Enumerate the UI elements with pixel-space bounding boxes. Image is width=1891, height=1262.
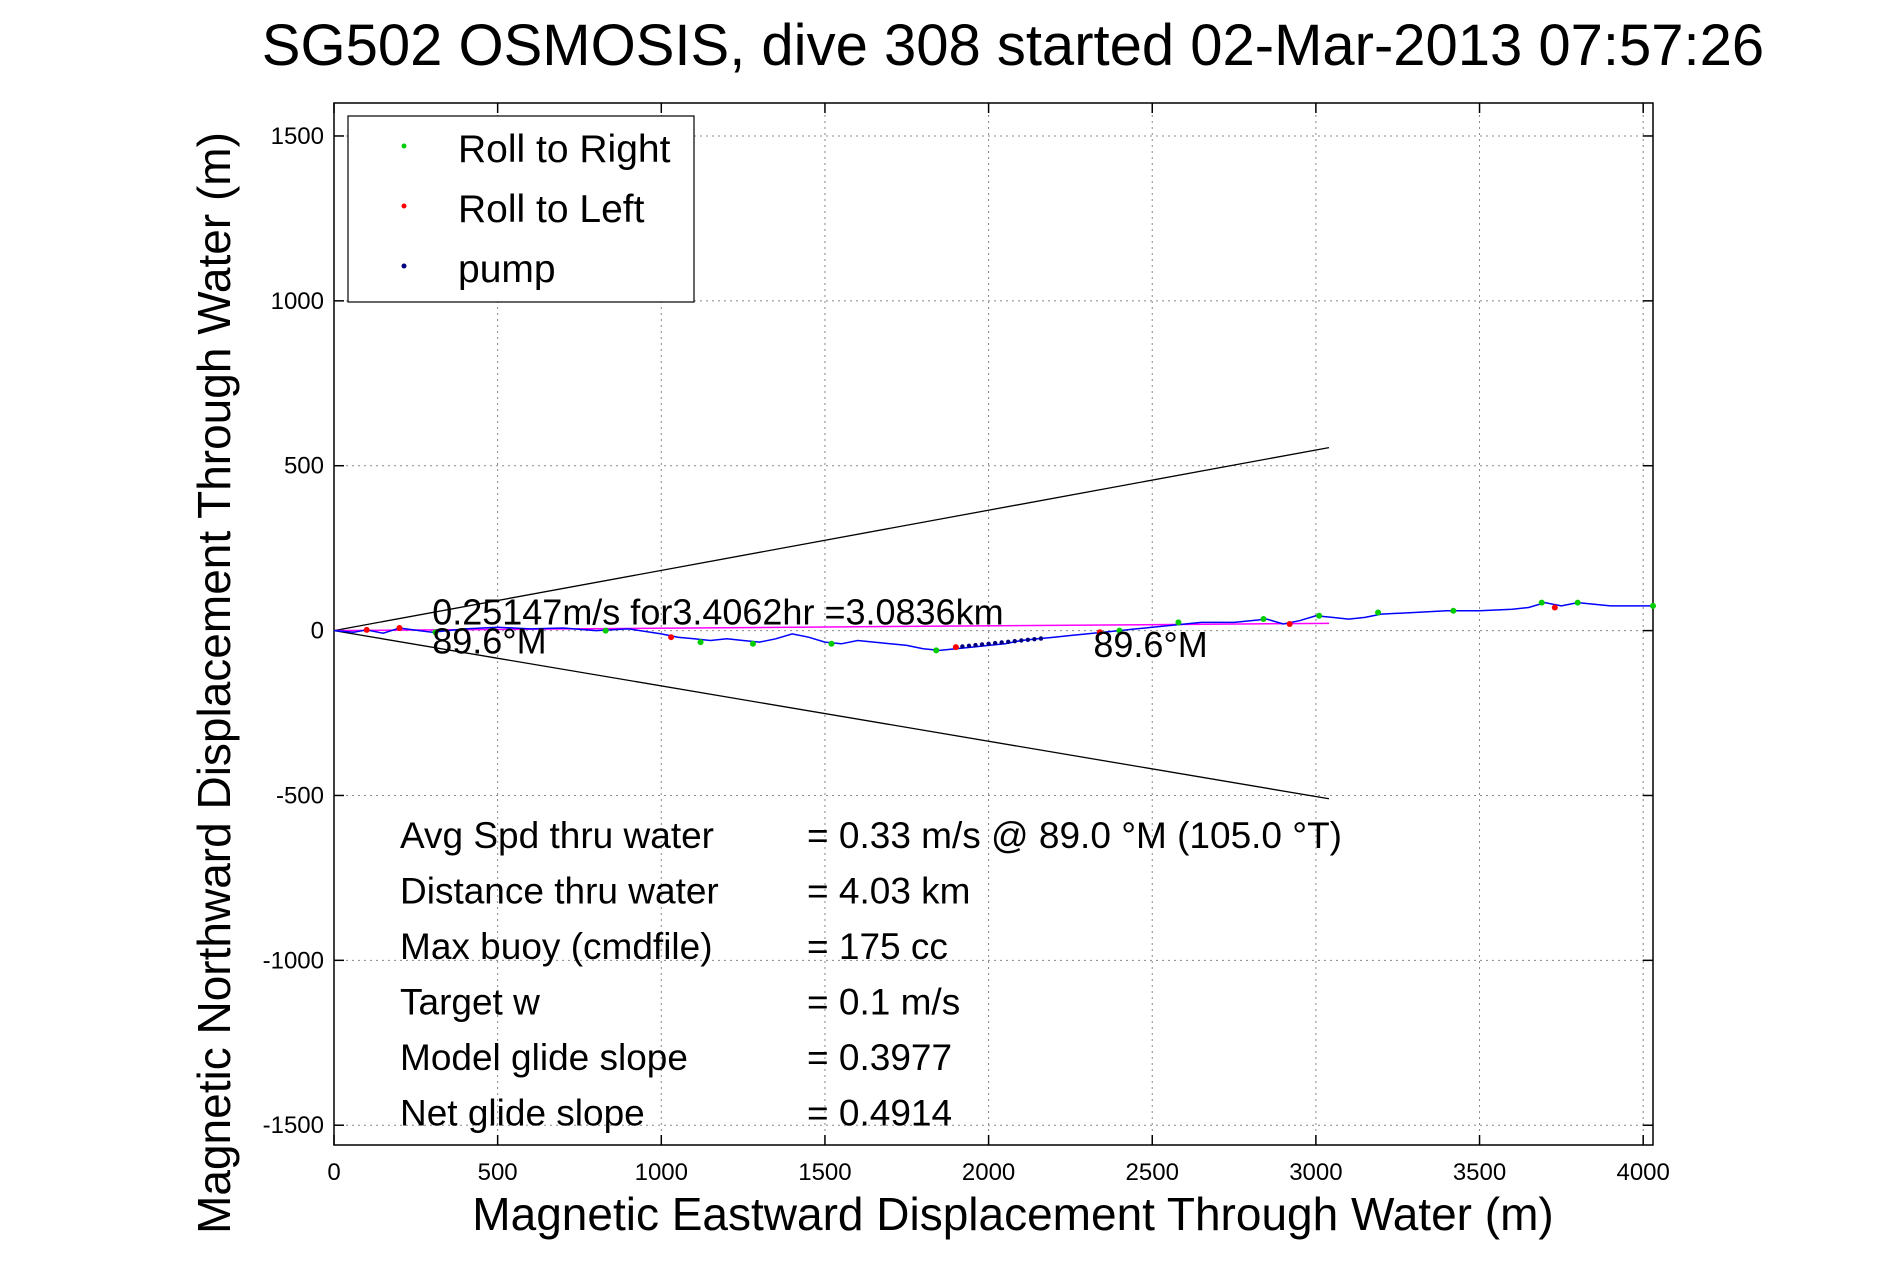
legend-marker bbox=[401, 263, 407, 269]
roll-left-point bbox=[668, 634, 675, 641]
stat-value: = 4.03 km bbox=[807, 871, 971, 912]
pump-point bbox=[1006, 639, 1011, 645]
x-tick-label: 3500 bbox=[1453, 1159, 1506, 1186]
roll-left-point bbox=[1096, 629, 1103, 636]
pump-point bbox=[1038, 636, 1044, 641]
roll-right-point bbox=[1260, 616, 1267, 623]
legend-label: Roll to Right bbox=[458, 128, 671, 171]
pump-point bbox=[986, 641, 991, 646]
roll-left-point bbox=[1286, 621, 1293, 627]
stat-label: Net glide slope bbox=[400, 1093, 645, 1134]
chart-title: SG502 OSMOSIS, dive 308 started 02-Mar-2… bbox=[262, 13, 1764, 78]
x-tick-label: 3000 bbox=[1289, 1159, 1342, 1186]
pump-point bbox=[966, 643, 972, 648]
cone-lower-line bbox=[333, 629, 1330, 800]
pump-point bbox=[973, 642, 978, 648]
y-tick-label: -500 bbox=[276, 782, 324, 809]
pump-point bbox=[992, 640, 998, 646]
roll-right-point bbox=[1650, 602, 1656, 609]
roll-right-point bbox=[1574, 599, 1581, 606]
pump-point bbox=[979, 642, 985, 647]
stat-label: Model glide slope bbox=[400, 1037, 688, 1078]
pump-point bbox=[1019, 638, 1024, 643]
cone-upper-line bbox=[333, 446, 1330, 632]
stat-label: Max buoy (cmdfile) bbox=[400, 926, 713, 967]
roll-right-point bbox=[1316, 612, 1323, 619]
legend-marker bbox=[401, 203, 407, 209]
stat-value: = 0.4914 bbox=[807, 1093, 952, 1134]
legend-marker bbox=[401, 143, 407, 149]
x-tick-label: 1500 bbox=[798, 1159, 851, 1186]
annotation-label: 89.6°M bbox=[1093, 624, 1207, 665]
mean-track-line bbox=[333, 622, 1329, 632]
roll-left-point bbox=[363, 626, 370, 633]
x-tick-label: 4000 bbox=[1616, 1159, 1669, 1186]
pump-point bbox=[960, 644, 965, 649]
roll-left-point bbox=[396, 624, 403, 631]
roll-left-point bbox=[952, 644, 959, 651]
pump-point bbox=[1032, 636, 1037, 642]
annotation-label: 0.25147m/s for3.4062hr =3.0836km bbox=[432, 592, 1003, 633]
x-tick-label: 0 bbox=[327, 1159, 340, 1186]
annotation-label: 89.6°M bbox=[432, 621, 546, 662]
stat-label: Distance thru water bbox=[400, 871, 719, 912]
roll-right-point bbox=[933, 647, 940, 654]
legend-label: Roll to Left bbox=[458, 188, 645, 231]
roll-right-point bbox=[1450, 607, 1457, 614]
y-tick-label: 1000 bbox=[271, 288, 324, 315]
pump-point bbox=[999, 640, 1004, 645]
stat-value: = 175 cc bbox=[807, 926, 948, 967]
roll-right-point bbox=[1175, 619, 1182, 626]
roll-right-point bbox=[1375, 609, 1382, 616]
x-tick-label: 2000 bbox=[962, 1159, 1015, 1186]
stat-label: Avg Spd thru water bbox=[400, 815, 714, 856]
y-tick-label: -1500 bbox=[263, 1112, 324, 1139]
y-tick-label: 500 bbox=[284, 453, 324, 480]
x-axis-label: Magnetic Eastward Displacement Through W… bbox=[472, 1188, 1553, 1240]
x-tick-label: 500 bbox=[478, 1159, 518, 1186]
roll-left-point bbox=[1551, 604, 1558, 611]
roll-right-point bbox=[697, 639, 704, 646]
stat-label: Target w bbox=[400, 982, 540, 1023]
roll-right-point bbox=[432, 629, 439, 636]
legend-label: pump bbox=[458, 248, 556, 291]
y-tick-label: 1500 bbox=[271, 123, 324, 150]
y-axis-label: Magnetic Northward Displacement Through … bbox=[188, 132, 240, 1234]
roll-right-point bbox=[602, 627, 609, 634]
x-tick-label: 2500 bbox=[1126, 1159, 1179, 1186]
y-tick-label: 0 bbox=[311, 618, 324, 645]
stat-value: = 0.33 m/s @ 89.0 °M (105.0 °T) bbox=[807, 815, 1342, 856]
stat-value: = 0.3977 bbox=[807, 1037, 952, 1078]
stat-value: = 0.1 m/s bbox=[807, 982, 960, 1023]
pump-point bbox=[1025, 637, 1031, 643]
roll-right-point bbox=[828, 640, 835, 647]
roll-right-point bbox=[1116, 627, 1123, 634]
pump-point bbox=[1012, 638, 1017, 644]
y-tick-label: -1000 bbox=[263, 947, 324, 974]
roll-right-point bbox=[749, 640, 756, 647]
roll-right-point bbox=[1538, 599, 1545, 606]
x-tick-label: 1000 bbox=[635, 1159, 688, 1186]
